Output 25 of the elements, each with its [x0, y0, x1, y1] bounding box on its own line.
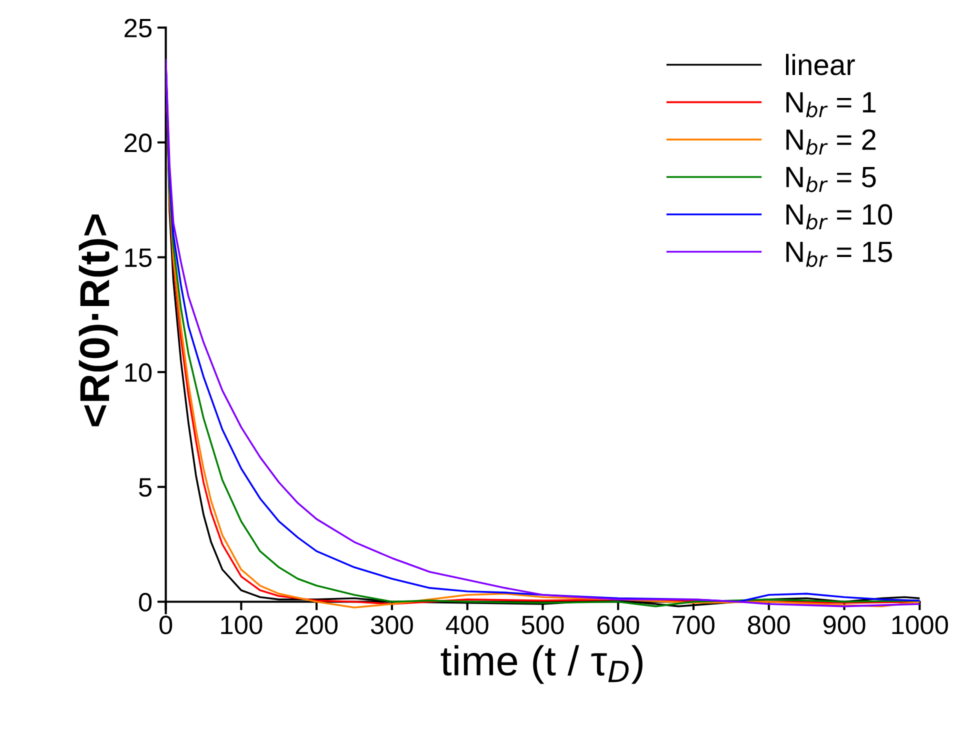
legend-label: N$_{br}$ = 10	[786, 204, 892, 230]
x-tick-label: 400	[446, 616, 488, 634]
y-tick-label: 20	[124, 134, 152, 152]
y-tick-label: 25	[124, 18, 152, 38]
y-tick-label: 5	[138, 478, 152, 497]
legend-label: N$_{br}$ = 2	[786, 129, 876, 155]
x-tick-label: 900	[823, 616, 866, 634]
legend-label: N$_{br}$ = 15	[786, 242, 892, 267]
y-axis-title: <R(0)·R(t)>	[78, 214, 118, 426]
y-tick-label: 10	[125, 363, 152, 382]
x-tick-label: 100	[221, 616, 262, 634]
x-tick-label: 200	[296, 616, 338, 634]
y-tick-label: 15	[125, 248, 152, 268]
y-tick-label: 0	[138, 592, 152, 612]
x-tick-label: 300	[370, 616, 413, 634]
x-tick-label: 700	[672, 616, 714, 634]
legend-label: linear	[786, 54, 855, 76]
legend-label: N$_{br}$ = 5	[786, 167, 876, 192]
x-axis-title: time (t / τ$_{D}$)	[440, 645, 642, 684]
x-tick-label: 600	[597, 616, 640, 634]
x-tick-label: 800	[748, 616, 790, 634]
x-tick-label: 1000	[892, 616, 948, 634]
x-tick-label: 500	[522, 616, 564, 634]
x-tick-label: 0	[160, 616, 172, 634]
legend-label: N$_{br}$ = 1	[786, 92, 876, 118]
